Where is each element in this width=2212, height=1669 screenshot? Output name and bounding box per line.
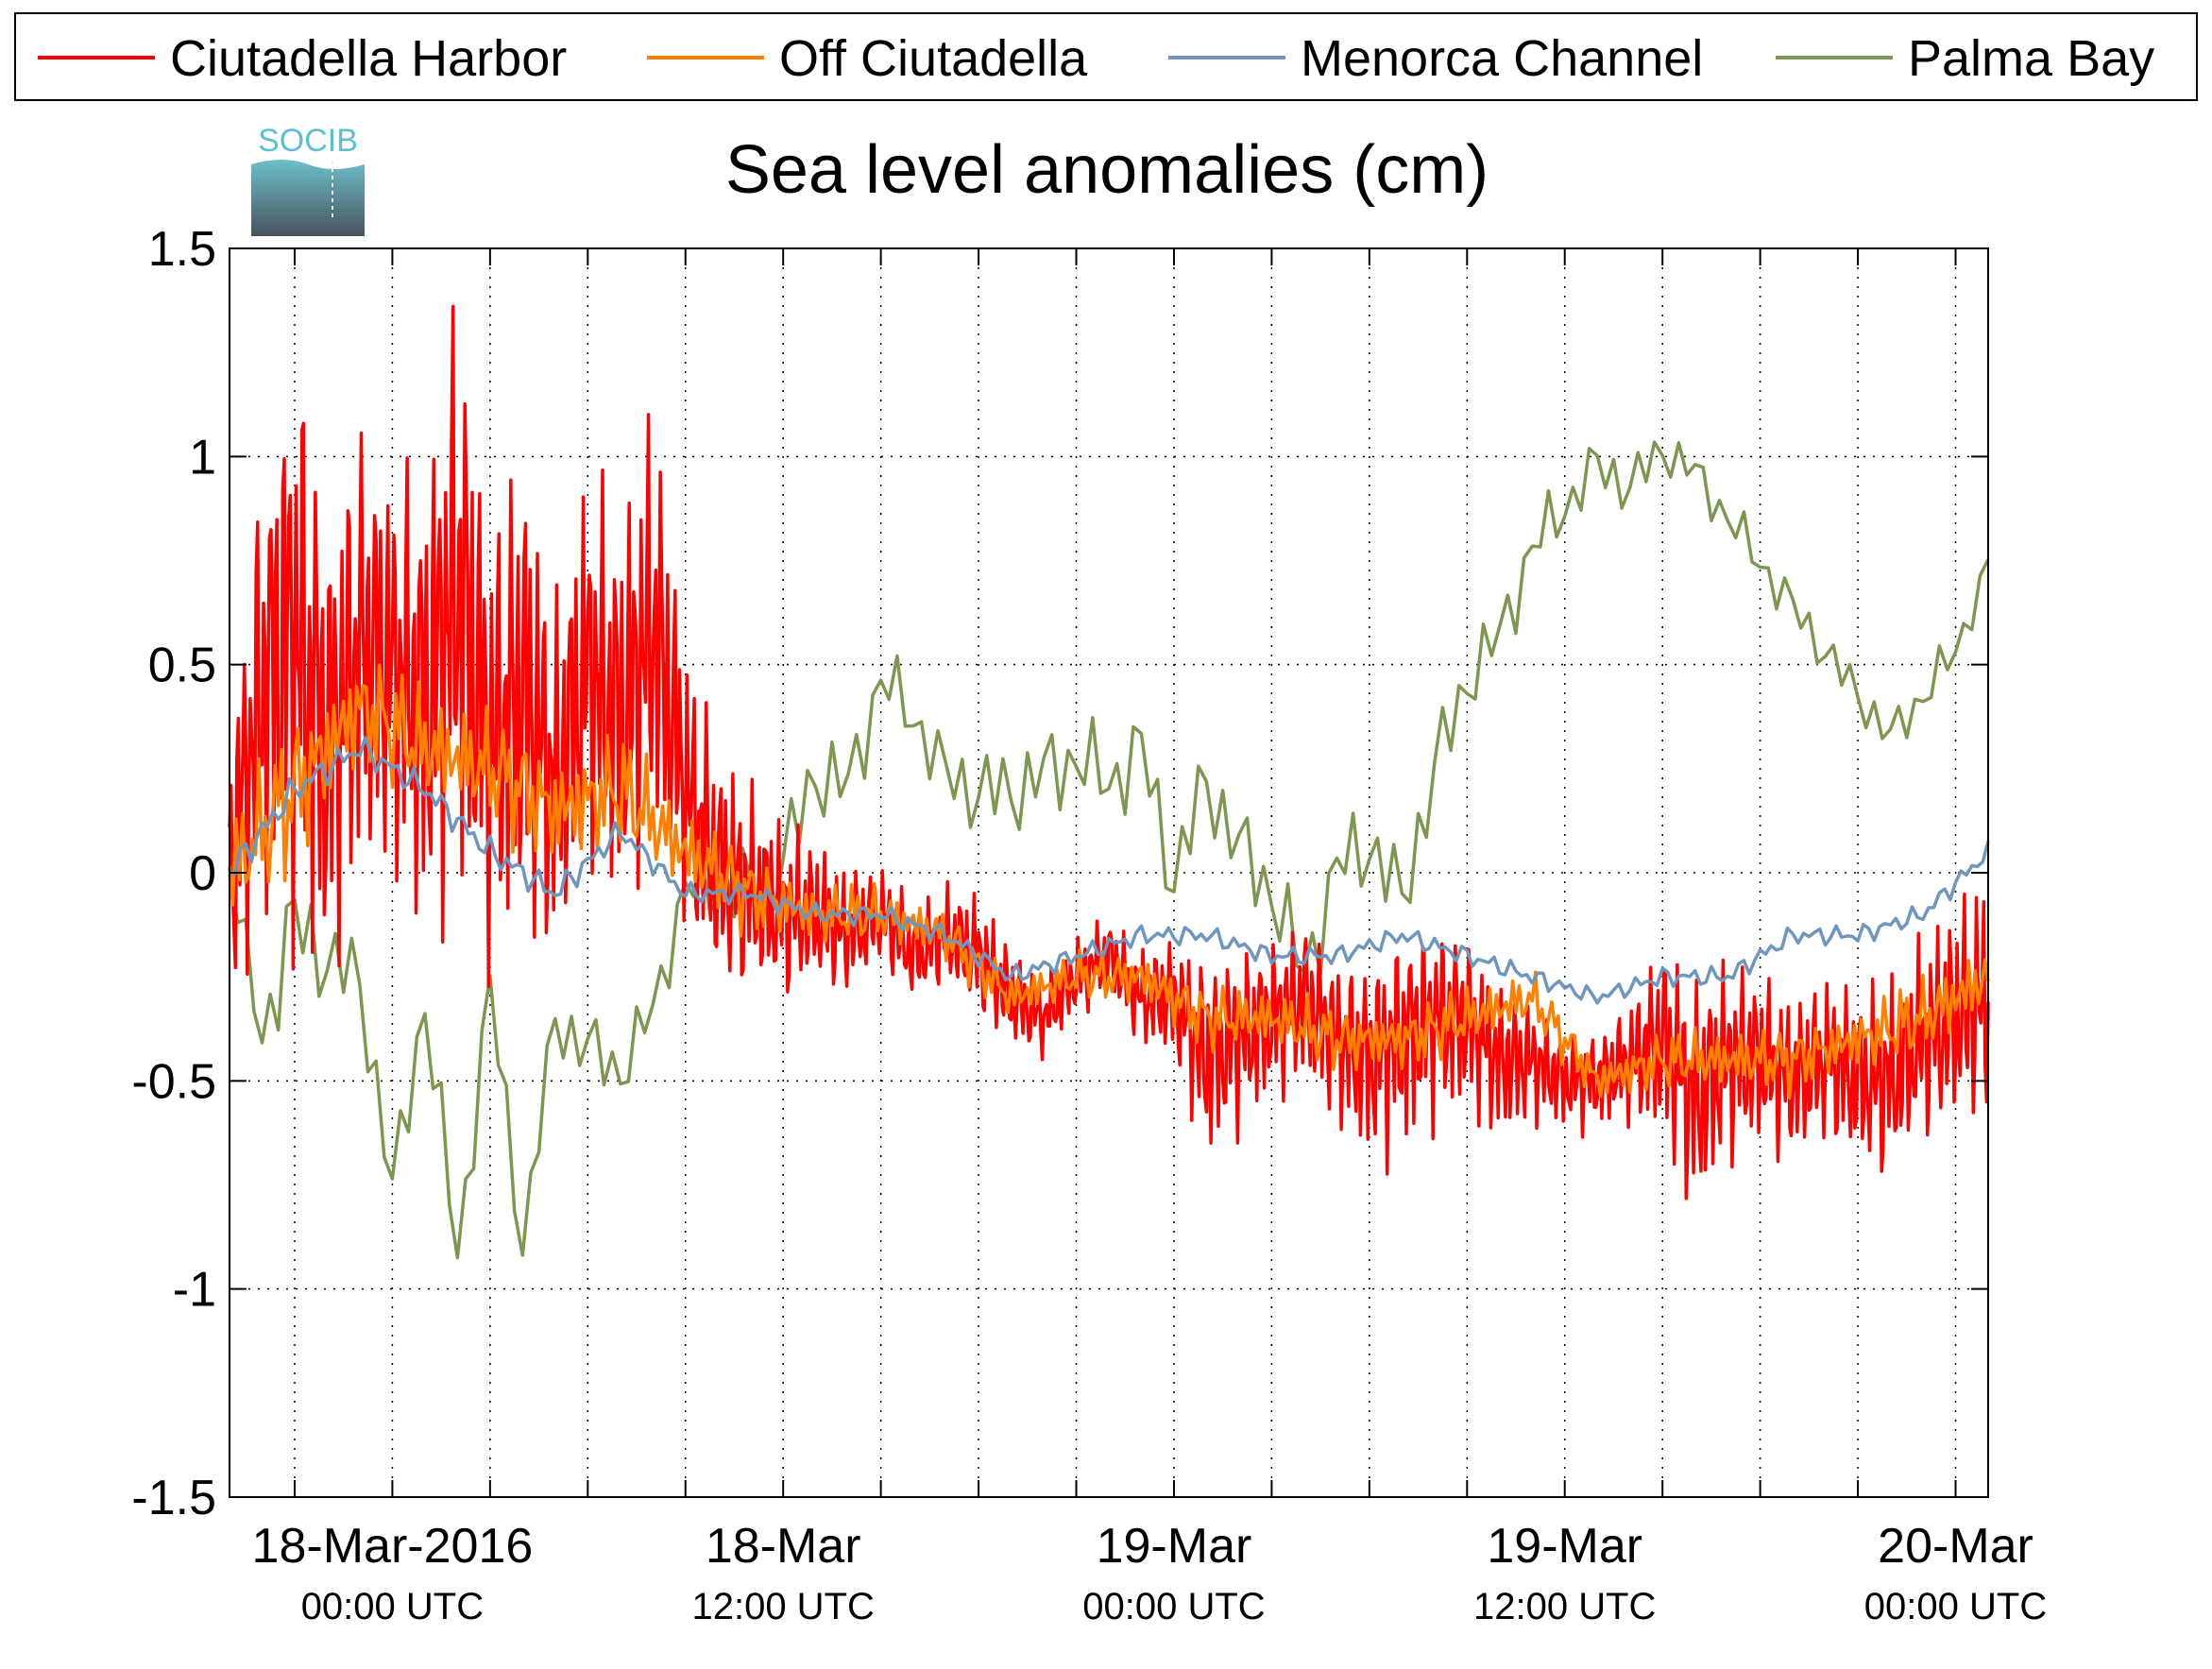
socib-logo: SOCIB xyxy=(251,123,365,236)
legend-label: Ciutadella Harbor xyxy=(170,30,567,87)
y-tick-label: 0 xyxy=(189,846,216,901)
x-axis-labels: 18-Mar-2016 00:00 UTC 18-Mar 12:00 UTC 19-Ma… xyxy=(252,1519,2048,1627)
series-layer xyxy=(228,304,1990,1260)
x-tick-label: 19-Mar xyxy=(1097,1519,1252,1574)
x-tick-sublabel: 12:00 UTC xyxy=(1473,1586,1656,1627)
x-tick-sublabel: 12:00 UTC xyxy=(691,1586,874,1627)
x-tick-sublabel: 00:00 UTC xyxy=(301,1586,484,1627)
x-tick-label: 18-Mar xyxy=(706,1519,861,1574)
y-tick-label: 0.5 xyxy=(148,639,216,693)
x-tick-sublabel: 00:00 UTC xyxy=(1082,1586,1265,1627)
legend-label: Off Ciutadella xyxy=(779,30,1088,87)
y-tick-label: 1 xyxy=(189,430,216,485)
series-line-palma-bay xyxy=(228,440,1990,1260)
series-line-menorca-channel xyxy=(229,736,1990,1005)
x-tick-label: 18-Mar-2016 xyxy=(252,1519,534,1574)
chart-title: Sea level anomalies (cm) xyxy=(725,132,1489,208)
legend: Ciutadella Harbor Off Ciutadella Menorca C… xyxy=(14,12,2198,101)
x-tick-label: 19-Mar xyxy=(1487,1519,1642,1574)
y-tick-label: -0.5 xyxy=(131,1054,216,1109)
series-line-off-ciutadella xyxy=(228,663,1990,1100)
x-tick-sublabel: 00:00 UTC xyxy=(1864,1586,2047,1627)
logo-text: SOCIB xyxy=(258,123,358,159)
legend-label: Menorca Channel xyxy=(1301,30,1703,87)
y-axis-labels: -1.5 -1 -0.5 0 0.5 1 1.5 xyxy=(131,222,216,1525)
x-tick-label: 20-Mar xyxy=(1878,1519,2033,1574)
y-tick-label: 1.5 xyxy=(148,222,216,277)
legend-entries: Ciutadella Harbor Off Ciutadella Menorca C… xyxy=(38,30,2154,87)
legend-label: Palma Bay xyxy=(1908,30,2154,87)
logo-wave-icon xyxy=(251,160,365,236)
series-line-ciutadella-harbor xyxy=(228,304,1990,1201)
y-tick-label: -1 xyxy=(173,1263,216,1318)
y-tick-label: -1.5 xyxy=(131,1471,216,1525)
ticks xyxy=(230,247,1988,1498)
